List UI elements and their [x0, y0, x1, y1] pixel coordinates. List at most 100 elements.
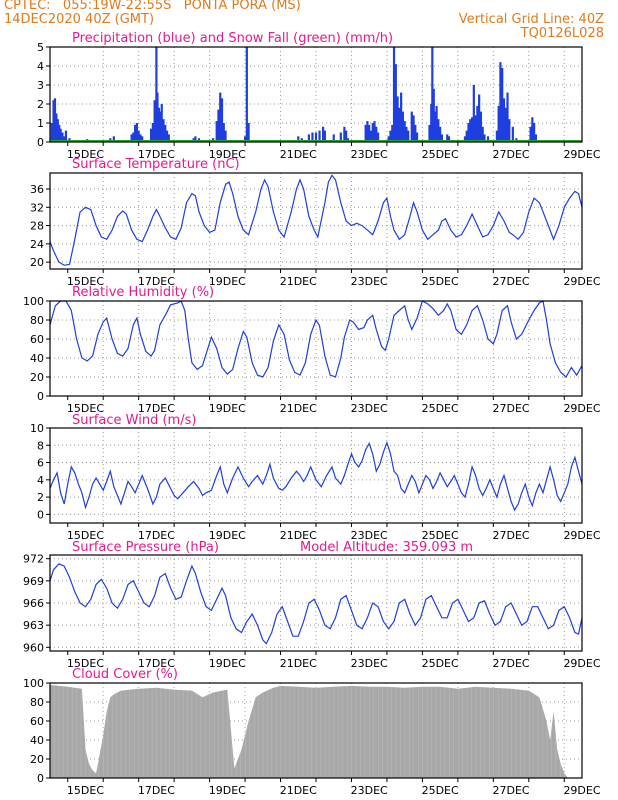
cloud-xtick-label: 29DEC: [563, 784, 600, 797]
precip-bar: [433, 111, 436, 142]
wind-xtick-label: 27DEC: [493, 529, 530, 542]
precip-bar: [428, 124, 431, 142]
temp-title: Surface Temperature (nC): [72, 157, 240, 172]
header-grid-line: Vertical Grid Line: 40Z: [458, 12, 604, 27]
temp-xtick-label: 23DEC: [351, 275, 388, 288]
precip-bar: [135, 123, 138, 142]
wind-ytick-label: 2: [37, 491, 44, 504]
precip-bar: [139, 134, 142, 142]
wind-xtick-label: 23DEC: [351, 529, 388, 542]
precip-bar: [245, 47, 248, 142]
temp-ytick-label: 28: [30, 220, 44, 233]
rh-xtick-label: 27DEC: [493, 402, 530, 415]
precip-bar: [297, 136, 300, 142]
precip-bar: [220, 98, 224, 142]
precip-xtick-label: 25DEC: [422, 148, 459, 161]
pres-xtick-label: 19DEC: [209, 657, 246, 670]
precip-ytick-label: 1: [37, 117, 44, 130]
precip-bar: [153, 100, 156, 142]
precip-bar: [339, 132, 342, 142]
temp-xtick-label: 27DEC: [493, 275, 530, 288]
precip-bar: [217, 109, 220, 142]
precip-bar: [431, 47, 434, 142]
pres-xtick-label: 17DEC: [138, 657, 175, 670]
precip-bar: [162, 119, 165, 142]
precip-bar: [495, 130, 498, 142]
precip-bar: [501, 67, 504, 142]
pres-xtick-label: 27DEC: [493, 657, 530, 670]
wind-xtick-label: 17DEC: [138, 529, 175, 542]
precip-bar: [394, 64, 397, 142]
precip-xtick-label: 23DEC: [351, 148, 388, 161]
cloud-title: Cloud Cover (%): [72, 667, 178, 682]
rh-xtick-label: 19DEC: [209, 402, 246, 415]
cloud-ytick-label: 0: [37, 772, 44, 785]
wind-xtick-label: 15DEC: [67, 529, 104, 542]
precip-bar: [247, 123, 250, 142]
precip-bar: [396, 96, 399, 142]
precip-bar: [531, 117, 534, 142]
precip-xtick-label: 19DEC: [209, 148, 246, 161]
cloud-xtick-label: 17DEC: [138, 784, 175, 797]
precip-bar: [160, 104, 163, 142]
precip-bar: [321, 126, 325, 142]
precip-bar: [403, 121, 406, 142]
wind-ytick-label: 6: [37, 457, 44, 470]
precip-bar: [506, 92, 509, 142]
precip-bar: [53, 98, 57, 142]
precip-bar: [483, 134, 486, 142]
precip-bar: [529, 126, 532, 142]
header-run-id: TQ0126L028: [520, 26, 604, 41]
rh-series-line: [49, 300, 583, 378]
rh-xtick-label: 23DEC: [351, 402, 388, 415]
precip-bar: [156, 92, 159, 142]
wind-xtick-label: 21DEC: [280, 529, 317, 542]
wind-series-line: [49, 440, 583, 512]
precip-xtick-label: 29DEC: [563, 148, 600, 161]
precip-bar: [497, 105, 500, 142]
precip-bar: [130, 134, 133, 142]
temp-ytick-label: 36: [30, 183, 44, 196]
precip-xtick-label: 17DEC: [138, 148, 175, 161]
pres-xtick-label: 15DEC: [67, 657, 104, 670]
cloud-xtick-label: 21DEC: [280, 784, 317, 797]
precip-bar: [389, 130, 392, 142]
wind-ytick-label: 8: [37, 439, 44, 452]
wind-ytick-label: 4: [37, 474, 44, 487]
precip-bar: [440, 134, 444, 142]
cloud-xtick-label: 25DEC: [422, 784, 459, 797]
precip-ytick-label: 4: [37, 60, 44, 73]
precip-bar: [55, 113, 58, 142]
precip-bar: [63, 136, 66, 142]
precip-bar: [137, 130, 140, 142]
rh-xtick-label: 21DEC: [280, 402, 317, 415]
temp-xtick-label: 19DEC: [209, 275, 246, 288]
pres-ytick-label: 963: [23, 619, 44, 632]
pres-altitude: Model Altitude: 359.093 m: [300, 540, 473, 555]
precip-bar: [343, 126, 346, 142]
rh-ytick-label: 20: [30, 371, 44, 384]
precip-xtick-label: 21DEC: [280, 148, 317, 161]
precip-bar: [405, 126, 408, 142]
precip-bar: [447, 136, 451, 142]
precip-bar: [474, 115, 477, 142]
pres-ytick-label: 960: [23, 641, 44, 654]
precip-bar: [472, 85, 475, 142]
precip-bar: [414, 124, 417, 142]
cloud-xtick-label: 23DEC: [351, 784, 388, 797]
rh-xtick-label: 29DEC: [563, 402, 600, 415]
precip-bar: [364, 124, 367, 142]
precip-bar: [134, 124, 137, 142]
header-line1: CPTEC: 055:19W-22:55S PONTA PORA (MS): [4, 0, 301, 13]
temp-xtick-label: 25DEC: [422, 275, 459, 288]
precip-bar: [439, 126, 442, 142]
rh-ytick-label: 80: [30, 314, 44, 327]
pres-xtick-label: 25DEC: [422, 657, 459, 670]
precip-bar: [502, 98, 506, 142]
wind-xtick-label: 29DEC: [563, 529, 600, 542]
precip-bar: [398, 107, 401, 142]
precip-bar: [401, 111, 404, 142]
temp-ytick-label: 32: [30, 201, 44, 214]
precip-bar: [437, 119, 440, 142]
